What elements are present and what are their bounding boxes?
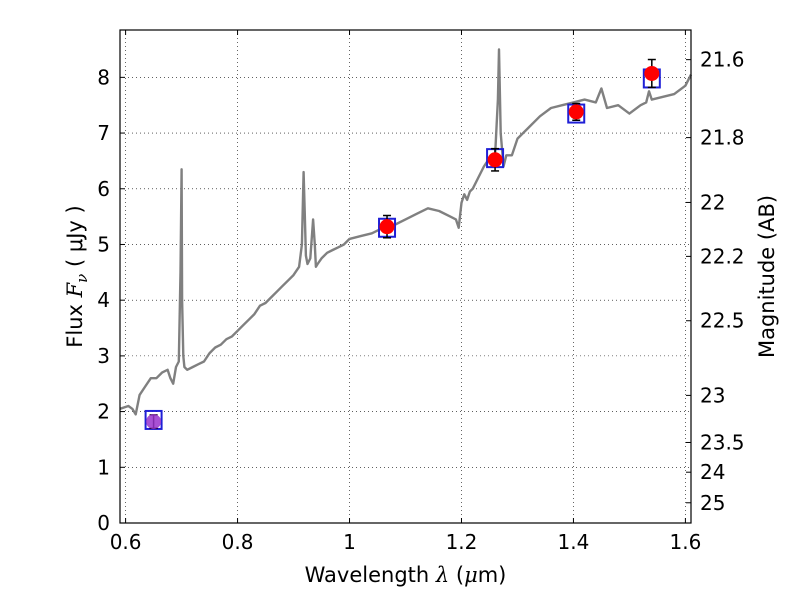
y-axis-label: Flux Fν ( μJy ) bbox=[63, 205, 91, 347]
y-axis-label-unit: ( μJy ) bbox=[63, 205, 87, 273]
photometry-point bbox=[146, 414, 162, 430]
y2-tick-label: 25 bbox=[700, 491, 725, 515]
y-axis-label-prefix: Flux bbox=[63, 297, 87, 347]
photometry-point bbox=[644, 65, 660, 81]
y-tick-label: 8 bbox=[97, 65, 110, 89]
y2-tick-label: 22.5 bbox=[700, 309, 745, 333]
x-tick-label: 1 bbox=[343, 530, 356, 554]
plot-frame bbox=[119, 29, 692, 524]
x-axis-label-unit-rest: m) bbox=[478, 563, 507, 587]
x-axis-label-unit-mu: μ bbox=[464, 563, 478, 587]
axis-labels: Wavelength λ (μm) Flux Fν ( μJy ) Magnit… bbox=[63, 195, 779, 587]
right-axis-label: Magnitude (AB) bbox=[755, 195, 779, 358]
axis-ticks: 0.6 0.8 1 1.2 1.4 1.601234567821.621.82222.22… bbox=[97, 30, 745, 554]
photometry-points bbox=[144, 58, 661, 430]
y2-tick-label: 22.2 bbox=[700, 244, 745, 268]
y-axis-label-symbol: F bbox=[63, 281, 87, 298]
spectrum-line bbox=[119, 48, 693, 416]
x-tick-label: 1.2 bbox=[446, 530, 478, 554]
y-tick-label: 6 bbox=[97, 177, 110, 201]
photometry-point bbox=[379, 219, 395, 235]
y2-tick-label: 22 bbox=[700, 190, 725, 214]
y-tick-label: 7 bbox=[97, 121, 110, 145]
y2-tick-label: 21.8 bbox=[700, 126, 745, 150]
y2-tick-label: 23 bbox=[700, 383, 725, 407]
x-tick-label: 1.6 bbox=[669, 530, 701, 554]
y-axis-label-subscript: ν bbox=[73, 274, 91, 283]
y-tick-label: 5 bbox=[97, 232, 110, 256]
x-axis-label-unit-open: ( bbox=[449, 563, 464, 587]
photometry-point bbox=[487, 152, 503, 168]
x-tick-label: 0.8 bbox=[222, 530, 254, 554]
y2-tick-label: 23.5 bbox=[700, 430, 745, 454]
x-axis-label-symbol: λ bbox=[435, 563, 449, 587]
y-tick-label: 1 bbox=[97, 455, 110, 479]
x-tick-label: 0.6 bbox=[110, 530, 142, 554]
y-tick-label: 3 bbox=[97, 344, 110, 368]
y-tick-label: 2 bbox=[97, 400, 110, 424]
photometry-point bbox=[568, 104, 584, 120]
y-tick-label: 4 bbox=[97, 288, 110, 312]
x-axis-label: Wavelength λ (μm) bbox=[305, 563, 507, 587]
x-tick-label: 1.4 bbox=[558, 530, 590, 554]
y2-tick-label: 21.6 bbox=[700, 48, 745, 72]
x-axis-label-prefix: Wavelength bbox=[305, 563, 436, 587]
y2-tick-label: 24 bbox=[700, 460, 725, 484]
y-tick-label: 0 bbox=[97, 511, 110, 535]
spectrum-series bbox=[119, 48, 693, 416]
